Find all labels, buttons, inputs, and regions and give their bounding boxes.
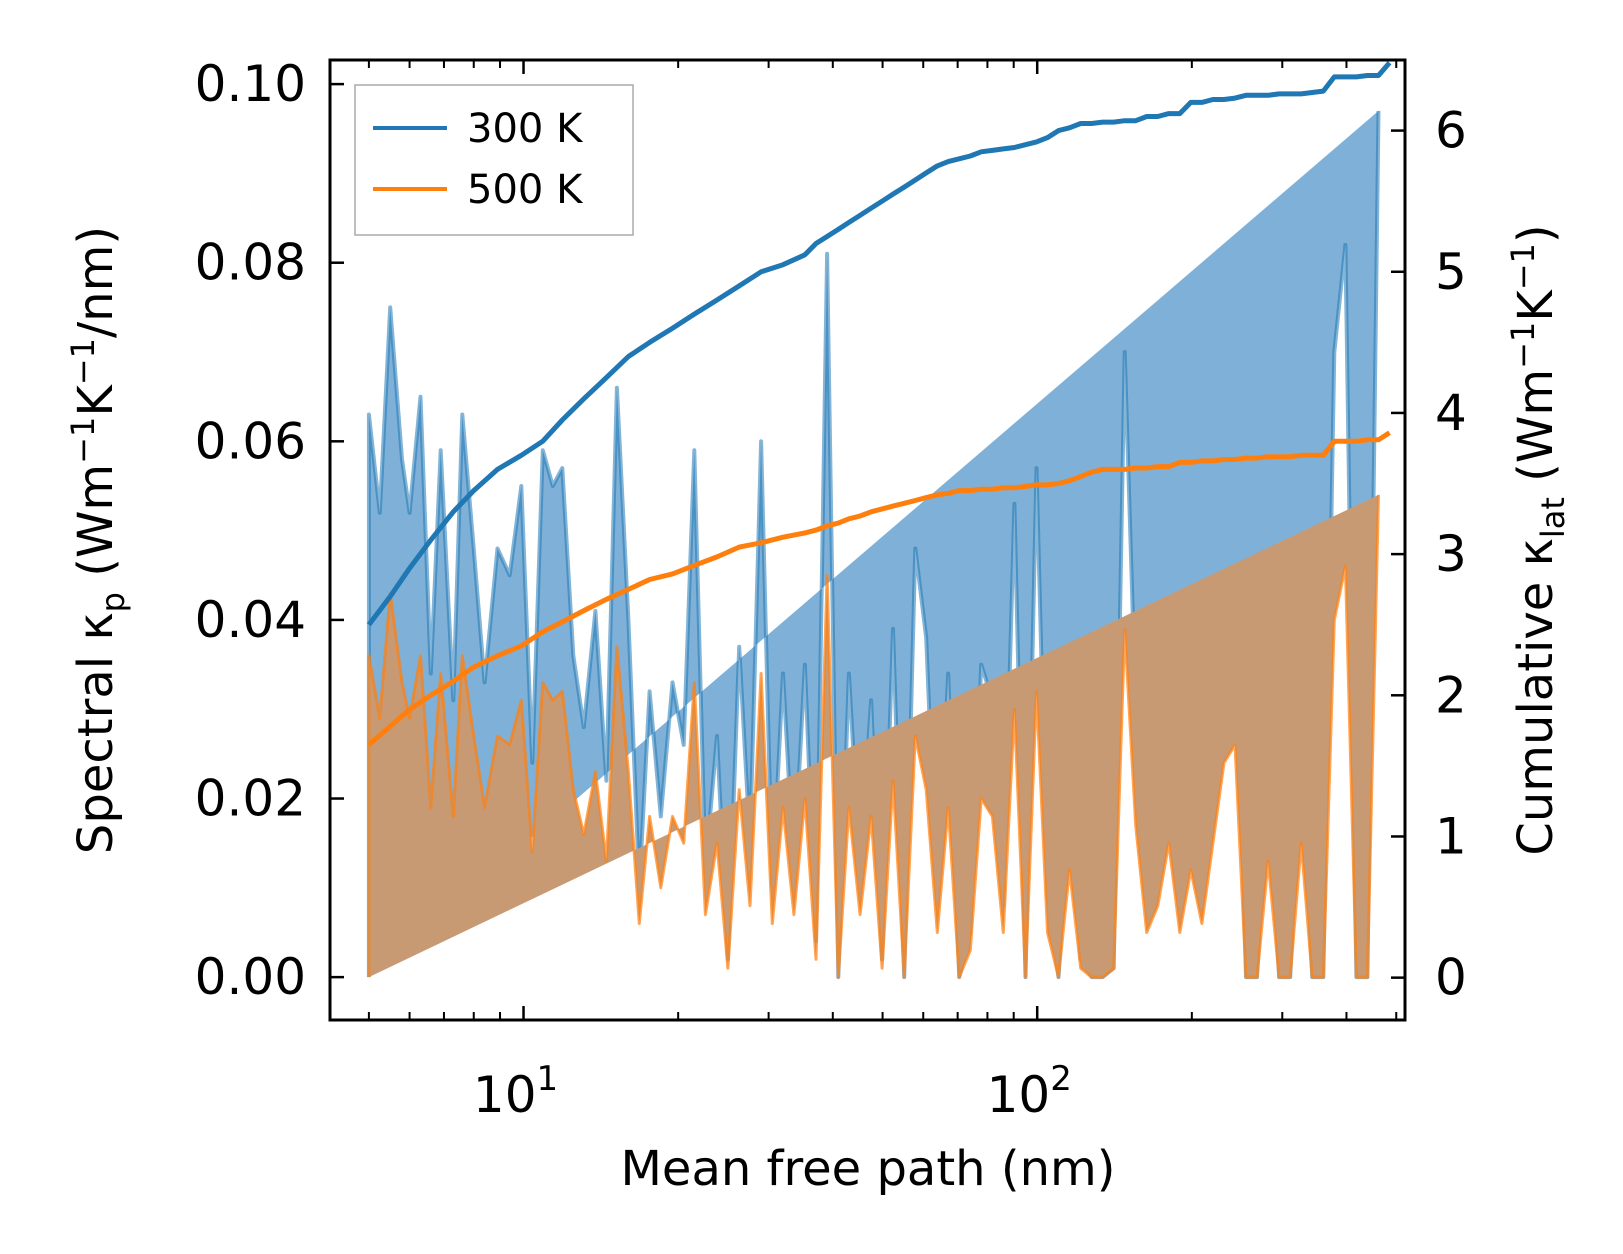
y-right-tick-label: 4 <box>1435 384 1467 442</box>
y-right-tick-label: 3 <box>1435 525 1467 583</box>
y-axis-right-label: Cumulative κlat (Wm−1K−1) <box>1504 224 1572 855</box>
y-left-tick-label: 0.10 <box>195 55 306 113</box>
legend: 300 K 500 K <box>354 84 634 236</box>
y-left-tick-label: 0.04 <box>195 591 306 649</box>
legend-box <box>354 84 634 236</box>
y-left-tick-label: 0.08 <box>195 234 306 292</box>
cumulative-300k-line <box>366 61 1392 627</box>
spectral-500k-area <box>367 494 1380 979</box>
y-right-tick-label: 5 <box>1435 243 1467 301</box>
y-axis-left-label: Spectral κp (Wm−1K−1/nm) <box>64 226 132 854</box>
legend-label-500k: 500 K <box>467 167 584 213</box>
data-lines <box>366 61 1392 747</box>
plot-frame <box>328 58 1407 1022</box>
y-left-tick-label: 0.06 <box>195 412 306 470</box>
y-left-tick-label: 0.00 <box>195 948 306 1006</box>
cumulative-500k-line <box>367 430 1391 747</box>
y-right-tick-label: 6 <box>1435 102 1467 160</box>
axis-ticks: 0.00 0.02 0.04 0.06 0.08 0.10 0 1 2 3 4 5 6 101 102 <box>195 55 1467 1124</box>
legend-label-300k: 300 K <box>467 106 584 152</box>
y-right-tick-label: 1 <box>1435 807 1467 865</box>
y-left-tick-label: 0.02 <box>195 770 306 828</box>
y-right-tick-label: 0 <box>1435 949 1467 1007</box>
x-tick-label: 102 <box>987 1059 1072 1124</box>
x-axis-label: Mean free path (nm) <box>621 1141 1116 1197</box>
x-tick-label: 101 <box>473 1059 558 1124</box>
y-right-tick-label: 2 <box>1435 666 1467 724</box>
spectral-fill-areas <box>366 110 1381 980</box>
